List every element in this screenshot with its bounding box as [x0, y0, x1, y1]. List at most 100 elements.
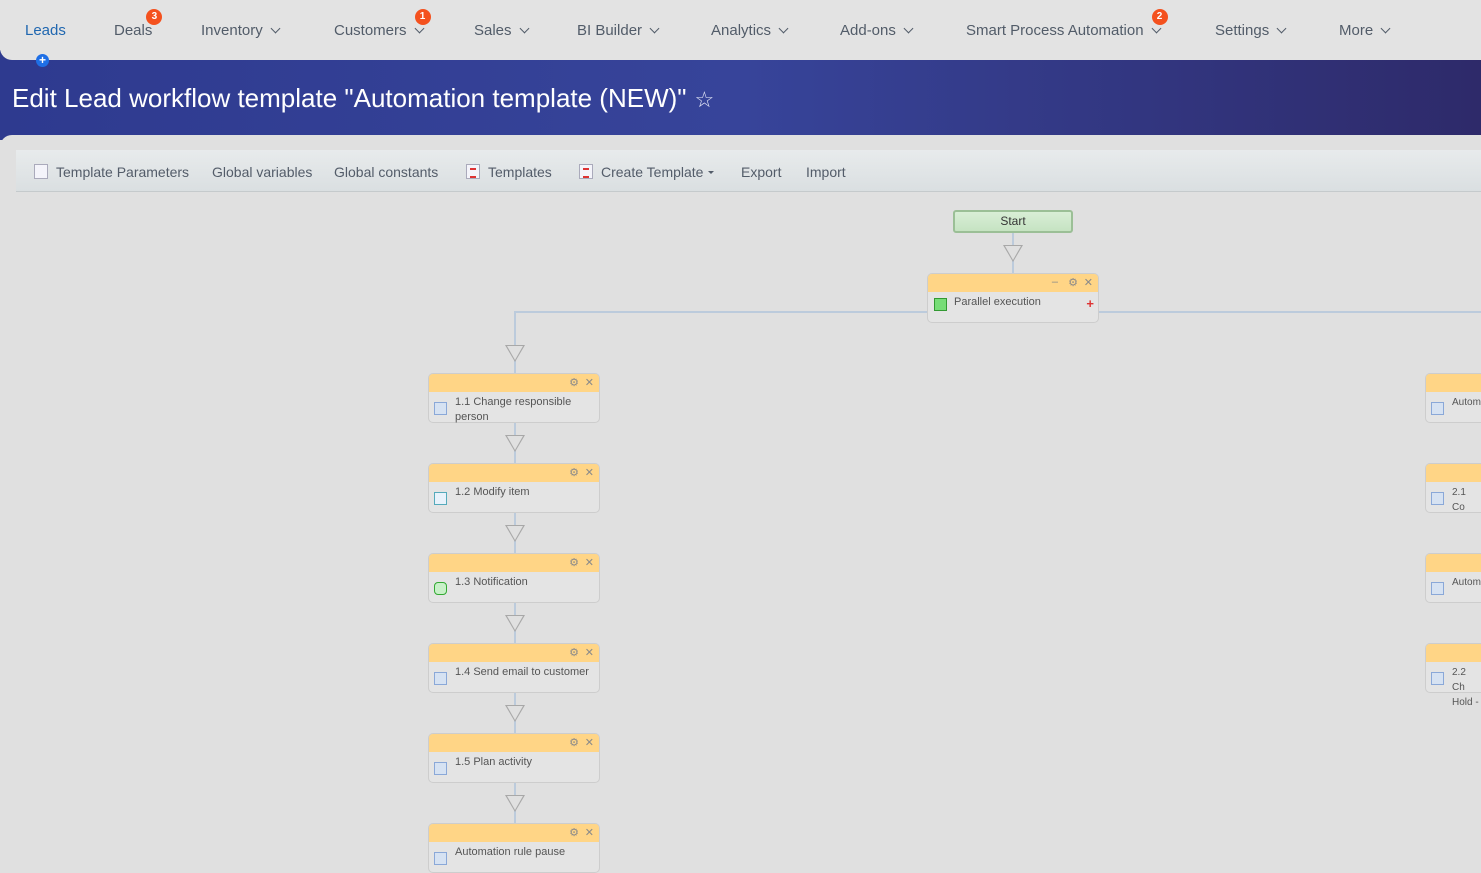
node-label: Autom: [1452, 397, 1481, 408]
nav-item-more[interactable]: More: [1339, 22, 1391, 39]
node-label: 1.4 Send email to customer: [455, 666, 589, 678]
nav-item-label: Customers: [334, 22, 407, 39]
notification-badge: 2: [1151, 9, 1168, 25]
gear-icon[interactable]: ⚙: [569, 647, 579, 659]
node-label: Automation rule pause: [455, 846, 566, 858]
nav-item-inventory[interactable]: Inventory: [201, 22, 281, 39]
node-label: 1.1 Change responsible person: [455, 396, 572, 423]
create-template-icon: [579, 164, 593, 179]
workflow-step-node[interactable]: ⚙ ✕ 1.5 Plan activity: [428, 733, 600, 783]
settings-icon: [1431, 492, 1444, 505]
close-icon[interactable]: ✕: [584, 467, 594, 479]
chevron-down-icon: [414, 23, 424, 34]
workflow-step-node[interactable]: 2.2 Ch Hold -: [1425, 643, 1481, 708]
arrow-down-icon: [1003, 245, 1023, 262]
nav-item-leads[interactable]: Leads: [25, 22, 66, 39]
node-label: 2.1 Co: [1452, 487, 1466, 513]
node-label: 1.5 Plan activity: [455, 756, 533, 768]
settings-icon: [434, 852, 447, 865]
global-variables-button[interactable]: Global variables: [212, 164, 313, 180]
settings-icon: [434, 762, 447, 775]
workflow-panel: [0, 135, 1481, 862]
workflow-step-node[interactable]: ⚙ ✕ 1.4 Send email to customer: [428, 643, 600, 693]
workflow-step-node[interactable]: ⚙ ✕ 1.2 Modify item: [428, 463, 600, 513]
node-label: Autom: [1452, 577, 1481, 588]
nav-item-label: More: [1339, 22, 1374, 39]
create-template-label: Create Template: [601, 164, 704, 180]
workflow-step-node[interactable]: ⚙ ✕ Automation rule pause: [428, 823, 600, 873]
page-title: Edit Lead workflow template "Automation …: [12, 83, 714, 114]
template-parameters-label: Template Parameters: [56, 164, 190, 180]
nav-item-smart-process-automation[interactable]: Smart Process Automation 2: [966, 9, 1168, 39]
close-icon[interactable]: ✕: [584, 557, 594, 569]
arrow-down-icon: [505, 345, 525, 362]
nav-item-add-ons[interactable]: Add-ons: [840, 22, 914, 39]
close-icon[interactable]: ✕: [584, 737, 594, 749]
chat-icon: [434, 582, 447, 595]
minimize-icon[interactable]: –: [1051, 276, 1058, 288]
top-navigation: Leads Deals 3 Inventory Customers 1 Sales BI Bu…: [0, 0, 1481, 60]
nav-item-bi-builder[interactable]: BI Builder: [577, 22, 660, 39]
close-icon[interactable]: ✕: [584, 827, 594, 839]
nav-item-analytics[interactable]: Analytics: [711, 22, 789, 39]
parallel-icon: [934, 298, 947, 311]
settings-icon: [1431, 672, 1444, 685]
gear-icon[interactable]: ⚙: [569, 377, 579, 389]
templates-button[interactable]: Templates: [466, 164, 552, 180]
close-icon[interactable]: ✕: [584, 377, 594, 389]
chevron-down-icon: [1380, 23, 1391, 34]
node-label: 2.2 Ch Hold -: [1452, 667, 1479, 708]
export-button[interactable]: Export: [741, 164, 782, 180]
close-icon[interactable]: ✕: [584, 647, 594, 659]
nav-item-deals[interactable]: Deals 3: [114, 9, 163, 39]
close-icon[interactable]: ✕: [1083, 277, 1093, 289]
parallel-execution-node[interactable]: – ⚙ ✕ Parallel execution +: [927, 273, 1099, 323]
template-parameters-icon: [34, 164, 48, 179]
page-header: Edit Lead workflow template "Automation …: [0, 50, 1481, 140]
workflow-step-node[interactable]: Autom: [1425, 553, 1481, 603]
chevron-down-icon: [778, 23, 789, 34]
settings-icon: [1431, 402, 1444, 415]
global-constants-button[interactable]: Global constants: [334, 164, 439, 180]
gear-icon[interactable]: ⚙: [569, 557, 579, 569]
nav-item-label: Inventory: [201, 22, 263, 39]
node-label: 1.2 Modify item: [455, 486, 530, 498]
nav-item-settings[interactable]: Settings: [1215, 22, 1287, 39]
chevron-down-icon: [903, 23, 914, 34]
gear-icon[interactable]: ⚙: [1068, 277, 1078, 289]
import-button[interactable]: Import: [806, 164, 846, 180]
template-parameters-button[interactable]: Template Parameters: [34, 164, 189, 180]
arrow-down-icon: [505, 795, 525, 812]
gear-icon[interactable]: ⚙: [569, 467, 579, 479]
nav-item-sales[interactable]: Sales: [474, 22, 529, 39]
plus-circle-icon[interactable]: +: [36, 54, 49, 67]
start-node[interactable]: Start: [953, 210, 1073, 233]
node-label: Parallel execution: [954, 296, 1041, 308]
arrow-down-icon: [505, 525, 525, 542]
nav-item-label: Sales: [474, 22, 512, 39]
gear-icon[interactable]: ⚙: [569, 827, 579, 839]
nav-item-label: Analytics: [711, 22, 772, 39]
node-label: 1.3 Notification: [455, 576, 528, 588]
workflow-step-node[interactable]: ⚙ ✕ 1.3 Notification: [428, 553, 600, 603]
nav-item-customers[interactable]: Customers 1: [334, 9, 431, 39]
templates-label: Templates: [488, 164, 552, 180]
chevron-down-icon: [519, 23, 529, 34]
settings-icon: [434, 402, 447, 415]
arrow-down-icon: [505, 705, 525, 722]
workflow-step-node[interactable]: Autom: [1425, 373, 1481, 423]
settings-icon: [1431, 582, 1444, 595]
templates-icon: [466, 164, 480, 179]
edit-icon: [434, 492, 447, 505]
workflow-step-node[interactable]: ⚙ ✕ 1.1 Change responsible person: [428, 373, 600, 423]
nav-item-label: Add-ons: [840, 22, 896, 39]
add-branch-icon[interactable]: +: [1086, 296, 1094, 311]
create-template-button[interactable]: Create Template: [579, 164, 715, 180]
workflow-step-node[interactable]: 2.1 Co: [1425, 463, 1481, 513]
star-icon[interactable]: ☆: [694, 87, 715, 112]
notification-badge: 3: [146, 9, 163, 25]
chevron-down-icon: [270, 23, 281, 34]
nav-item-label: Smart Process Automation: [966, 22, 1144, 39]
gear-icon[interactable]: ⚙: [569, 737, 579, 749]
arrow-down-icon: [505, 615, 525, 632]
